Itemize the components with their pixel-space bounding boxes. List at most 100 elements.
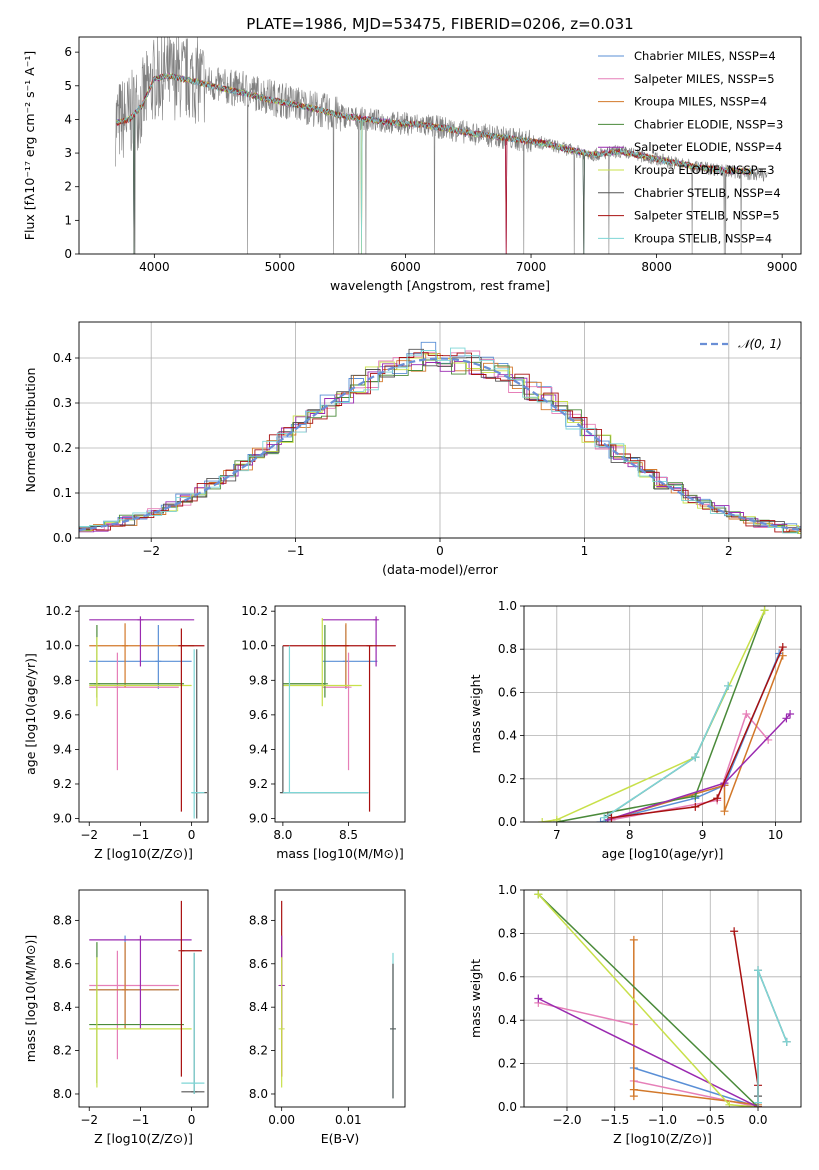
weight-point (742, 710, 751, 718)
y-tick-label: 3 (64, 146, 72, 160)
errorbar-salpeter-elodie (89, 616, 195, 667)
weight-line-salpeter-stelib (611, 646, 784, 819)
histogram-chabrier-stelib (79, 348, 801, 530)
residuals-axes: −2 −1 0 1 2 0.0 0.1 0.2 0.3 0.4 (data-model)/error… (23, 322, 801, 577)
errorbar-salpeter-stelib (178, 900, 202, 1077)
y-tick-label: 8.0 (249, 1087, 268, 1101)
figure-title: PLATE=1986, MJD=53475, FIBERID=0206, z=0… (246, 15, 633, 33)
x-axis-label: Z [log10(Z/Z⊙)] (613, 1131, 712, 1146)
x-tick-label: 9 (699, 828, 707, 842)
x-axis-label: mass [log10(M/M⊙)] (276, 846, 404, 861)
y-tick-label: 0.4 (53, 351, 72, 365)
x-tick-label: 0.0 (748, 1113, 767, 1127)
x-axis-label: E(B-V) (321, 1131, 360, 1146)
y-tick-label: 10.2 (241, 604, 268, 618)
y-tick-label: 8.8 (249, 913, 268, 927)
y-tick-label: 9.0 (249, 812, 268, 826)
model-spectrum-kroupa-stelib (116, 72, 753, 254)
y-tick-label: 0.0 (498, 815, 517, 829)
x-tick-label: 5000 (265, 260, 296, 274)
age_vs_Z-axes: −2 −1 0 9.0 9.2 9.4 9.6 9.8 10.0 10.2 Z [log10(Z/Z… (23, 604, 195, 861)
legend-label: Salpeter MILES, NSSP=5 (634, 72, 775, 86)
errorbar-kroupa-elodie (278, 957, 285, 1088)
errorbar-kroupa-miles (322, 623, 349, 688)
weight-point (691, 792, 700, 801)
mass_vs_ebv-errorbars (278, 900, 396, 1099)
x-tick-label: −1 (132, 828, 150, 842)
histogram-kroupa-elodie (79, 353, 801, 534)
weight_vs_Z-lines (534, 890, 791, 1107)
y-axis-label: mass weight (468, 674, 483, 753)
x-axis-label: (data-model)/error (382, 562, 499, 577)
weight-point (596, 818, 605, 822)
errorbar-kroupa-stelib (282, 645, 369, 794)
age_vs_Z-errorbars (89, 616, 207, 819)
legend-label: Kroupa MILES, NSSP=4 (634, 95, 767, 109)
weight_vs_age-frame (523, 605, 802, 823)
mass_vs_Z-errorbars (89, 900, 205, 1094)
legend-label: Chabrier STELIB, NSSP=4 (634, 186, 781, 200)
weight-point (538, 818, 547, 822)
weight-line-salpeter-stelib (733, 931, 759, 1107)
weight-line-chabrier-elodie (556, 610, 766, 822)
legend-label: Chabrier ELODIE, NSSP=3 (634, 117, 783, 131)
legend-label: Kroupa ELODIE, NSSP=3 (634, 163, 775, 177)
y-tick-label: 0 (64, 247, 72, 261)
weight-point (725, 1100, 734, 1107)
y-axis-label: Flux [fλ10⁻¹⁷ erg cm⁻² s⁻¹ A⁻¹] (22, 51, 37, 240)
weight-line-salpeter-miles (611, 712, 769, 821)
y-tick-label: 9.6 (53, 708, 72, 722)
y-tick-label: 4 (64, 112, 72, 126)
y-tick-label: 0.8 (498, 642, 517, 656)
y-tick-label: 0.3 (53, 396, 72, 410)
weight-line-kroupa-miles (607, 655, 784, 821)
weight-point (607, 813, 616, 822)
errorbar-kroupa-elodie (282, 618, 362, 707)
x-axis-label: Z [log10(Z/Z⊙)] (94, 1131, 193, 1146)
weight-point (730, 927, 739, 936)
y-tick-label: 2 (64, 180, 72, 194)
weight-point (629, 935, 638, 944)
weight-point (754, 1098, 763, 1107)
errorbar-salpeter-miles (89, 950, 179, 1060)
weight_vs_Z-frame (523, 889, 802, 1108)
x-tick-label: 10 (768, 828, 783, 842)
errorbar-salpeter-elodie (322, 616, 380, 667)
errorbar-salpeter-stelib (178, 628, 205, 812)
x-tick-label: 2 (725, 544, 733, 558)
weight-line-salpeter-elodie (607, 713, 791, 821)
x-tick-label: −1 (132, 1113, 150, 1127)
y-tick-label: 0.2 (498, 1057, 517, 1071)
histogram-salpeter-stelib (79, 352, 801, 533)
errorbar-salpeter-elodie (89, 935, 192, 1029)
weight-point (724, 681, 733, 690)
weight-point (720, 807, 729, 816)
x-tick-label: 7 (553, 828, 561, 842)
x-tick-label: 1 (581, 544, 589, 558)
x-tick-label: 6000 (390, 260, 421, 274)
y-tick-label: 10.2 (45, 604, 72, 618)
y-tick-label: 5 (64, 79, 72, 93)
y-axis-label: mass [log10(M/M⊙)] (23, 935, 38, 1063)
weight-point (782, 1037, 791, 1046)
x-tick-label: −0.5 (696, 1113, 725, 1127)
age_vs_Z-frame (78, 605, 209, 823)
y-tick-label: 0.4 (498, 729, 517, 743)
normal-curve (79, 357, 801, 532)
x-tick-label: −1.5 (600, 1113, 629, 1127)
weight-line-kroupa-elodie (542, 609, 766, 822)
age_vs_mass-frame (274, 605, 406, 823)
errorbar-kroupa-miles (89, 623, 195, 688)
weight-line-chabrier-miles (633, 1067, 759, 1107)
errorbar-chabrier-miles (89, 935, 179, 1029)
y-axis-label: mass weight (468, 959, 483, 1038)
y-tick-label: 0.6 (498, 685, 517, 699)
errorbar-kroupa-miles (89, 942, 179, 1029)
x-axis-label: Z [log10(Z/Z⊙)] (94, 846, 193, 861)
x-tick-label: −2 (80, 1113, 98, 1127)
x-tick-label: −1 (287, 544, 305, 558)
x-tick-label: 0 (436, 544, 444, 558)
y-axis-label: Normed distribution (23, 368, 38, 493)
y-tick-label: 9.8 (53, 673, 72, 687)
x-tick-label: 0.01 (335, 1113, 362, 1127)
